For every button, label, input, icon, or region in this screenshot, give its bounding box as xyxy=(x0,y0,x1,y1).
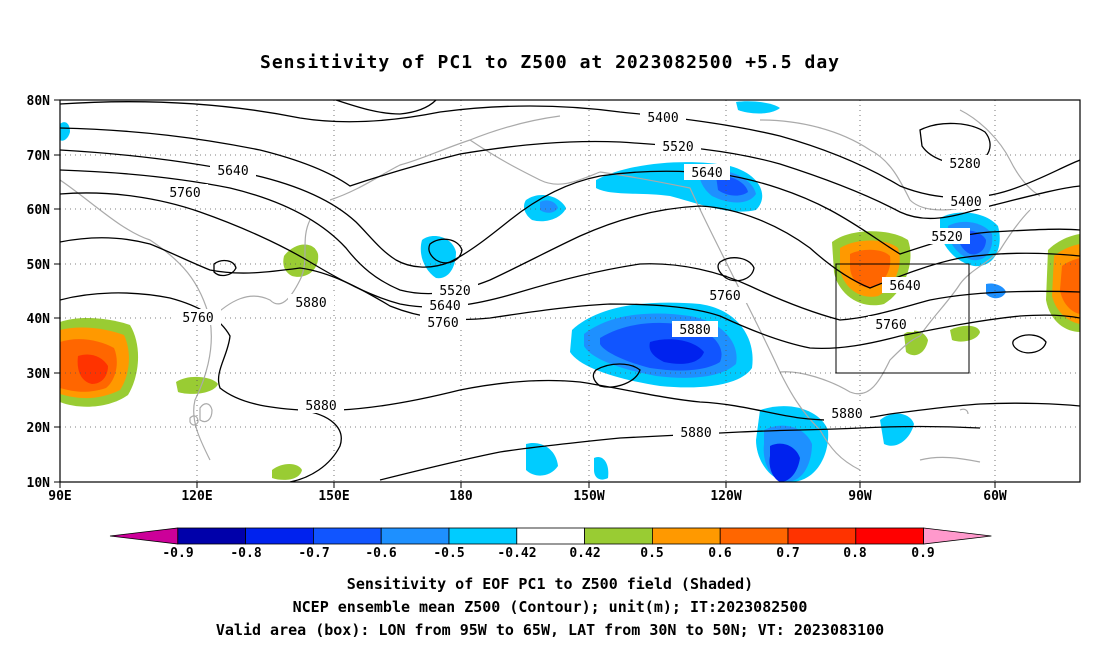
colorbar-cell xyxy=(516,527,585,545)
lat-label: 50N xyxy=(27,258,51,273)
axis-ticks xyxy=(54,99,996,488)
lon-label: 90W xyxy=(848,489,872,504)
lon-label: 60W xyxy=(983,489,1007,504)
colorbar-cell xyxy=(245,527,314,545)
colorbar-cell xyxy=(584,527,653,545)
longitude-axis: 90E 120E 150E 180 150W 120W 90W 60W xyxy=(48,489,1007,504)
contour-label: 5520 xyxy=(662,140,693,155)
lat-label: 10N xyxy=(27,476,51,491)
colorbar-label: 0.7 xyxy=(776,546,799,561)
colorbar-label: -0.5 xyxy=(433,546,464,561)
caption-line: Valid area (box): LON from 95W to 65W, L… xyxy=(216,621,884,639)
caption-line: Sensitivity of EOF PC1 to Z500 field (Sh… xyxy=(347,575,753,593)
lat-label: 20N xyxy=(27,421,51,436)
colorbar-label: 0.5 xyxy=(640,546,663,561)
colorbar xyxy=(109,527,992,545)
colorbar-cell xyxy=(448,527,518,545)
contour-label: 5520 xyxy=(931,230,962,245)
contour-label: 5880 xyxy=(680,426,711,441)
colorbar-label: -0.42 xyxy=(497,546,536,561)
contour-label: 5400 xyxy=(950,195,981,210)
contour-label: 5640 xyxy=(429,299,460,314)
contour-label: 5640 xyxy=(217,164,248,179)
colorbar-label: -0.6 xyxy=(365,546,396,561)
colorbar-cell xyxy=(719,527,789,545)
lon-label: 150W xyxy=(573,489,604,504)
contour-label: 5880 xyxy=(305,399,336,414)
contour-label: 5760 xyxy=(182,311,213,326)
lon-label: 150E xyxy=(318,489,349,504)
colorbar-label: 0.6 xyxy=(708,546,732,561)
contour-label: 5880 xyxy=(679,323,710,338)
lon-label: 120E xyxy=(181,489,212,504)
map-content: 5400 5520 5640 5280 5400 5520 5640 5760 … xyxy=(60,100,1080,482)
colorbar-labels: -0.9 -0.8 -0.7 -0.6 -0.5 -0.42 0.42 0.5 … xyxy=(162,546,934,561)
colorbar-label: -0.9 xyxy=(162,546,193,561)
colorbar-cell xyxy=(380,527,450,545)
contour-label: 5400 xyxy=(647,111,678,126)
map-border xyxy=(59,99,1081,483)
latitude-axis: 80N 70N 60N 50N 40N 30N 20N 10N xyxy=(27,94,51,491)
lon-label: 180 xyxy=(449,489,473,504)
contour-label: 5760 xyxy=(709,289,740,304)
contour-label: 5640 xyxy=(691,166,722,181)
lat-label: 40N xyxy=(27,312,51,327)
lat-label: 80N xyxy=(27,94,51,109)
colorbar-cell xyxy=(312,527,382,545)
map-title: Sensitivity of PC1 to Z500 at 2023082500… xyxy=(260,52,840,73)
lat-label: 60N xyxy=(27,203,51,218)
colorbar-cell xyxy=(177,527,247,545)
valid-area-box xyxy=(835,263,970,374)
contour-label: 5880 xyxy=(295,296,326,311)
figure-caption: Sensitivity of EOF PC1 to Z500 field (Sh… xyxy=(216,575,884,639)
colorbar-cell xyxy=(652,527,721,545)
contour-label: 5640 xyxy=(889,279,920,294)
colorbar-label: 0.9 xyxy=(911,546,934,561)
z500-contours xyxy=(60,100,1080,482)
colorbar-label: -0.7 xyxy=(298,546,329,561)
contour-label: 5880 xyxy=(831,407,862,422)
colorbar-cell xyxy=(109,527,179,545)
colorbar-label: 0.8 xyxy=(843,546,867,561)
contour-label: 5760 xyxy=(169,186,200,201)
lon-label: 120W xyxy=(710,489,741,504)
lat-label: 30N xyxy=(27,367,51,382)
caption-line: NCEP ensemble mean Z500 (Contour); unit(… xyxy=(293,598,808,616)
contour-label: 5760 xyxy=(427,316,458,331)
colorbar-label: 0.42 xyxy=(569,546,600,561)
contour-label: 5280 xyxy=(949,157,980,172)
colorbar-cell xyxy=(787,527,857,545)
colorbar-cell xyxy=(923,527,992,545)
contour-label: 5520 xyxy=(439,284,470,299)
colorbar-cell xyxy=(855,527,924,545)
contour-labels: 5400 5520 5640 5280 5400 5520 5640 5760 … xyxy=(162,109,989,441)
colorbar-label: -0.8 xyxy=(230,546,261,561)
contour-label: 5760 xyxy=(875,318,906,333)
lat-label: 70N xyxy=(27,149,51,164)
lon-label: 90E xyxy=(48,489,71,504)
